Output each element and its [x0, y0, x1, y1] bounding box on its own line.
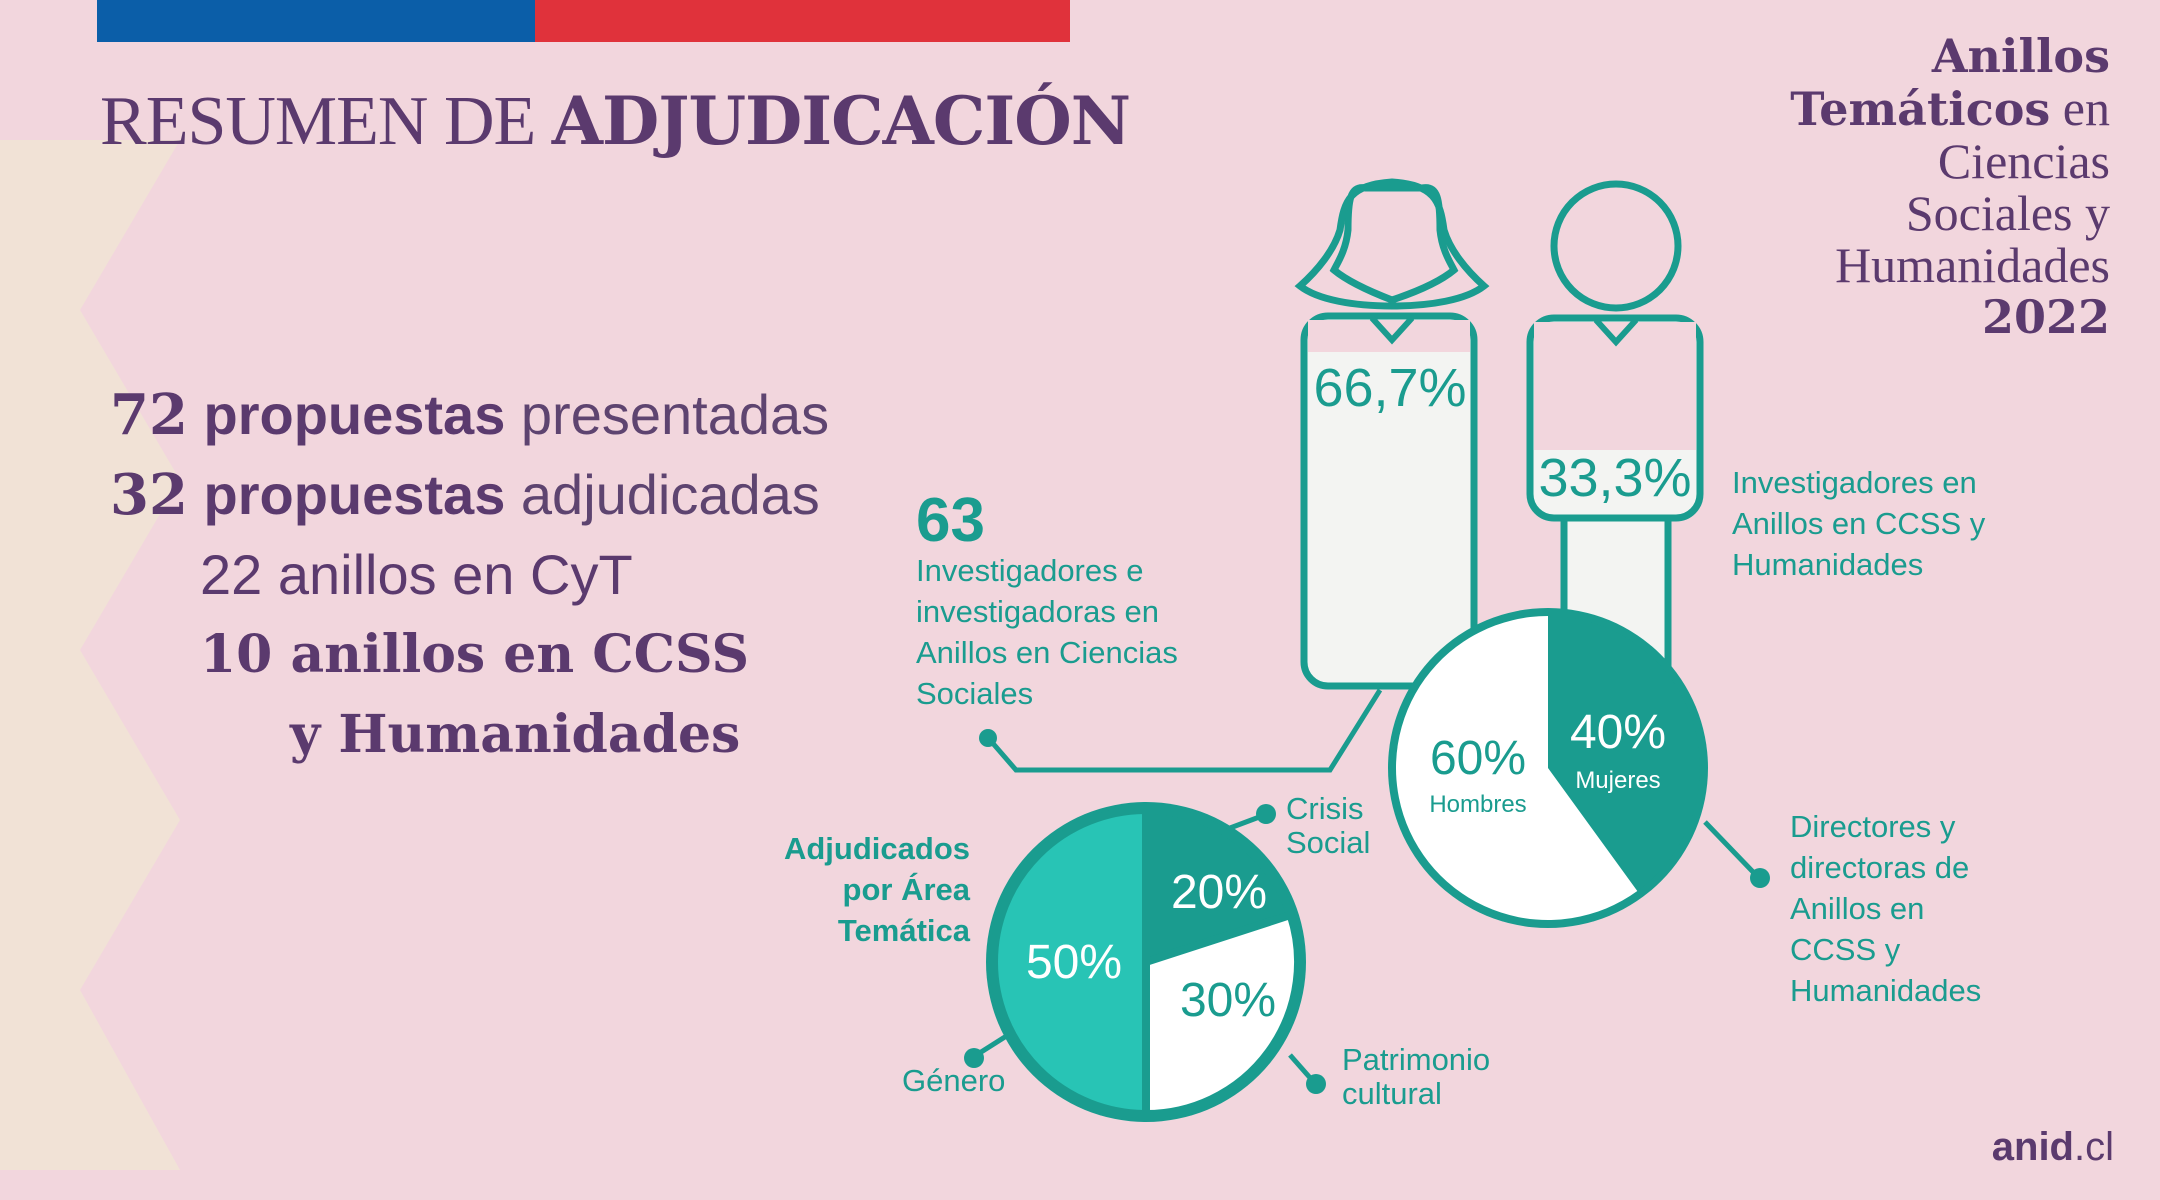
- stat-presented: 72 propuestas presentadas: [110, 375, 829, 455]
- corner-year: 2022: [1981, 290, 2110, 344]
- pie-directors-slice-mujeres: [1548, 616, 1700, 891]
- stat-awarded: 32 propuestas adjudicadas: [110, 455, 829, 535]
- researchers-total-line-4: Sociales: [916, 676, 1034, 711]
- patrimonio-line-1: Patrimonio: [1342, 1042, 1491, 1077]
- researchers-total-line-1: Investigadores e: [916, 553, 1144, 588]
- pie-thematic-label-crisis-social: 20%: [1171, 866, 1267, 919]
- corner-line-1: Anillos: [1931, 29, 2110, 83]
- thematic-title: Adjudicados por Área Temática: [780, 828, 970, 951]
- title-light-part: RESUMEN DE: [100, 83, 552, 160]
- zigzag-decoration: [0, 140, 180, 1170]
- thematic-title-line-2: por Área: [842, 872, 970, 907]
- pie-thematic: 20% 30% 50%: [986, 802, 1306, 1122]
- researchers-total: 63: [916, 486, 985, 555]
- pie-thematic-label-genero: 50%: [1026, 936, 1122, 989]
- flag-blue-stripe: [97, 0, 535, 42]
- directors-legend-line-5: Humanidades: [1790, 973, 1982, 1008]
- pie-directors-cat-mujeres: Mujeres: [1575, 767, 1660, 794]
- woman-figure: [1294, 178, 1490, 690]
- stat-presented-bold: propuestas: [187, 383, 506, 446]
- stat-ccss-line1: 10 anillos en CCSS: [200, 624, 750, 685]
- pie-thematic-label-patrimonio: 30%: [1180, 974, 1276, 1027]
- researchers-legend-line-2: Anillos en CCSS y: [1732, 506, 1986, 541]
- title-bold-part: ADJUDICACIÓN: [551, 82, 1131, 160]
- connector-genero: [964, 1032, 1010, 1068]
- researchers-total-label: Investigadores e investigadoras en Anill…: [916, 550, 1178, 714]
- stat-cyt: 22 anillos en CyT: [200, 543, 633, 606]
- corner-line-2-light: en: [2050, 80, 2110, 136]
- footer-url-light: .cl: [2074, 1125, 2114, 1169]
- stat-presented-light: presentadas: [505, 383, 830, 446]
- pie-thematic-slice-genero: [990, 805, 1150, 1119]
- stat-awarded-number: 32: [110, 462, 188, 528]
- thematic-title-line-3: Temática: [837, 913, 970, 948]
- patrimonio-line-2: cultural: [1342, 1076, 1442, 1111]
- genero-label: Género: [902, 1063, 1006, 1098]
- corner-line-2: Temáticos en: [1790, 82, 2110, 135]
- researchers-total-line-3: Anillos en Ciencias: [916, 635, 1178, 670]
- corner-line-2-bold: Temáticos: [1790, 82, 2051, 136]
- directors-legend: Directores y directoras de Anillos en CC…: [1790, 806, 1981, 1011]
- man-percent-label: 33,3%: [1538, 448, 1692, 508]
- thematic-title-line-1: Adjudicados: [783, 831, 970, 866]
- pie-directors-label-mujeres: 40%: [1570, 706, 1666, 759]
- pie-thematic-slice-patrimonio: [1142, 909, 1303, 1119]
- summary-stats: 72 propuestas presentadas 32 propuestas …: [110, 375, 829, 775]
- researchers-total-line-2: investigadoras en: [916, 594, 1159, 629]
- pie-directors: 40% Mujeres 60% Hombres: [1388, 608, 1708, 928]
- stat-presented-number: 72: [110, 382, 188, 448]
- footer-url: anid.cl: [1992, 1125, 2114, 1170]
- researchers-legend-line-3: Humanidades: [1732, 547, 1924, 582]
- directors-legend-line-4: CCSS y: [1790, 932, 1901, 967]
- researchers-legend-line-1: Investigadores en: [1732, 465, 1977, 500]
- researchers-legend: Investigadores en Anillos en CCSS y Huma…: [1732, 462, 1985, 585]
- footer-url-bold: anid: [1991, 1125, 2074, 1169]
- stat-ccss-line2: y Humanidades: [290, 704, 741, 765]
- pie-directors-slice-hombres: [1395, 616, 1638, 920]
- flag-red-stripe: [535, 0, 1070, 42]
- connector-crisis: [1229, 804, 1276, 831]
- woman-percent-label: 66,7%: [1313, 358, 1467, 418]
- stat-awarded-bold: propuestas: [187, 463, 506, 526]
- page-title: RESUMEN DE ADJUDICACIÓN: [100, 82, 1131, 162]
- crisis-social-line-1: Crisis: [1286, 791, 1364, 826]
- connector-directors: [1703, 820, 1770, 888]
- crisis-social-line-2: Social: [1286, 825, 1371, 860]
- corner-line-5: Humanidades: [1835, 237, 2110, 293]
- pie-directors-label-hombres: 60%: [1430, 732, 1526, 785]
- corner-line-3: Ciencias: [1937, 133, 2110, 189]
- patrimonio-label: Patrimonio cultural: [1342, 1043, 1490, 1111]
- directors-legend-line-2: directoras de: [1790, 850, 1970, 885]
- stat-awarded-light: adjudicadas: [505, 463, 820, 526]
- corner-heading: Anillos Temáticos en Ciencias Sociales y…: [1790, 30, 2110, 343]
- corner-line-4: Sociales y: [1905, 185, 2110, 241]
- directors-legend-line-3: Anillos en: [1790, 891, 1925, 926]
- man-figure: [1526, 180, 1704, 672]
- connector-63: [979, 688, 1383, 773]
- directors-legend-line-1: Directores y: [1790, 809, 1956, 844]
- pie-directors-cat-hombres: Hombres: [1429, 791, 1526, 818]
- connector-patrimonio: [1288, 1053, 1326, 1094]
- crisis-social-label: Crisis Social: [1286, 792, 1370, 860]
